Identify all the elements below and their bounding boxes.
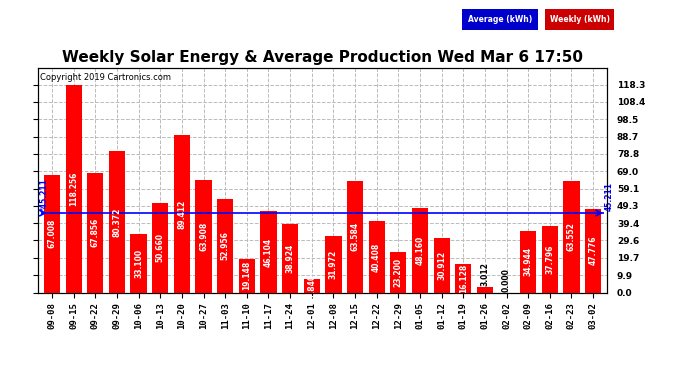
Text: 7.840: 7.840 bbox=[307, 273, 316, 298]
Text: 52.956: 52.956 bbox=[221, 231, 230, 260]
Text: 23.200: 23.200 bbox=[394, 258, 403, 286]
Bar bbox=[130, 234, 147, 292]
Text: Weekly (kWh): Weekly (kWh) bbox=[550, 15, 609, 24]
Bar bbox=[433, 238, 450, 292]
Text: 37.796: 37.796 bbox=[545, 244, 554, 274]
Bar bbox=[217, 200, 233, 292]
Text: 80.372: 80.372 bbox=[112, 207, 121, 237]
Bar bbox=[260, 211, 277, 292]
Bar bbox=[368, 222, 385, 292]
Bar bbox=[520, 231, 536, 292]
Bar bbox=[195, 180, 212, 292]
Text: 63.552: 63.552 bbox=[567, 222, 576, 251]
Text: 47.776: 47.776 bbox=[589, 236, 598, 265]
Text: 33.100: 33.100 bbox=[134, 249, 143, 278]
Bar bbox=[174, 135, 190, 292]
Text: 16.128: 16.128 bbox=[459, 264, 468, 293]
Text: 46.104: 46.104 bbox=[264, 237, 273, 267]
Bar bbox=[477, 287, 493, 292]
Text: Copyright 2019 Cartronics.com: Copyright 2019 Cartronics.com bbox=[40, 73, 171, 82]
Bar bbox=[563, 181, 580, 292]
Title: Weekly Solar Energy & Average Production Wed Mar 6 17:50: Weekly Solar Energy & Average Production… bbox=[62, 50, 583, 65]
Bar bbox=[391, 252, 406, 292]
Text: 118.256: 118.256 bbox=[69, 171, 78, 206]
Text: 67.008: 67.008 bbox=[48, 219, 57, 248]
Bar bbox=[66, 85, 82, 292]
Text: 0.000: 0.000 bbox=[502, 268, 511, 292]
Bar bbox=[304, 279, 320, 292]
Bar bbox=[109, 151, 125, 292]
Text: 30.912: 30.912 bbox=[437, 251, 446, 280]
Text: 63.584: 63.584 bbox=[351, 222, 359, 251]
Bar bbox=[152, 204, 168, 292]
Text: 45.211: 45.211 bbox=[605, 182, 614, 211]
Bar bbox=[347, 181, 363, 292]
Bar bbox=[239, 259, 255, 292]
Text: 67.856: 67.856 bbox=[91, 218, 100, 248]
Bar bbox=[87, 173, 104, 292]
Bar bbox=[455, 264, 471, 292]
Text: 34.944: 34.944 bbox=[524, 247, 533, 276]
Text: 89.412: 89.412 bbox=[177, 199, 186, 228]
Text: *45.211: *45.211 bbox=[40, 178, 49, 211]
Bar bbox=[542, 226, 558, 292]
Bar bbox=[412, 208, 428, 292]
Text: 3.012: 3.012 bbox=[480, 262, 489, 286]
Text: 19.148: 19.148 bbox=[242, 261, 251, 290]
Text: 40.408: 40.408 bbox=[372, 242, 381, 272]
Text: 31.972: 31.972 bbox=[329, 250, 338, 279]
Text: Average (kWh): Average (kWh) bbox=[468, 15, 533, 24]
Bar bbox=[585, 209, 601, 292]
Bar bbox=[44, 175, 60, 292]
Text: 50.660: 50.660 bbox=[156, 234, 165, 262]
Text: 38.924: 38.924 bbox=[286, 244, 295, 273]
Text: 48.160: 48.160 bbox=[415, 236, 424, 265]
Bar bbox=[282, 224, 298, 292]
Text: 63.908: 63.908 bbox=[199, 222, 208, 251]
Bar bbox=[325, 236, 342, 292]
